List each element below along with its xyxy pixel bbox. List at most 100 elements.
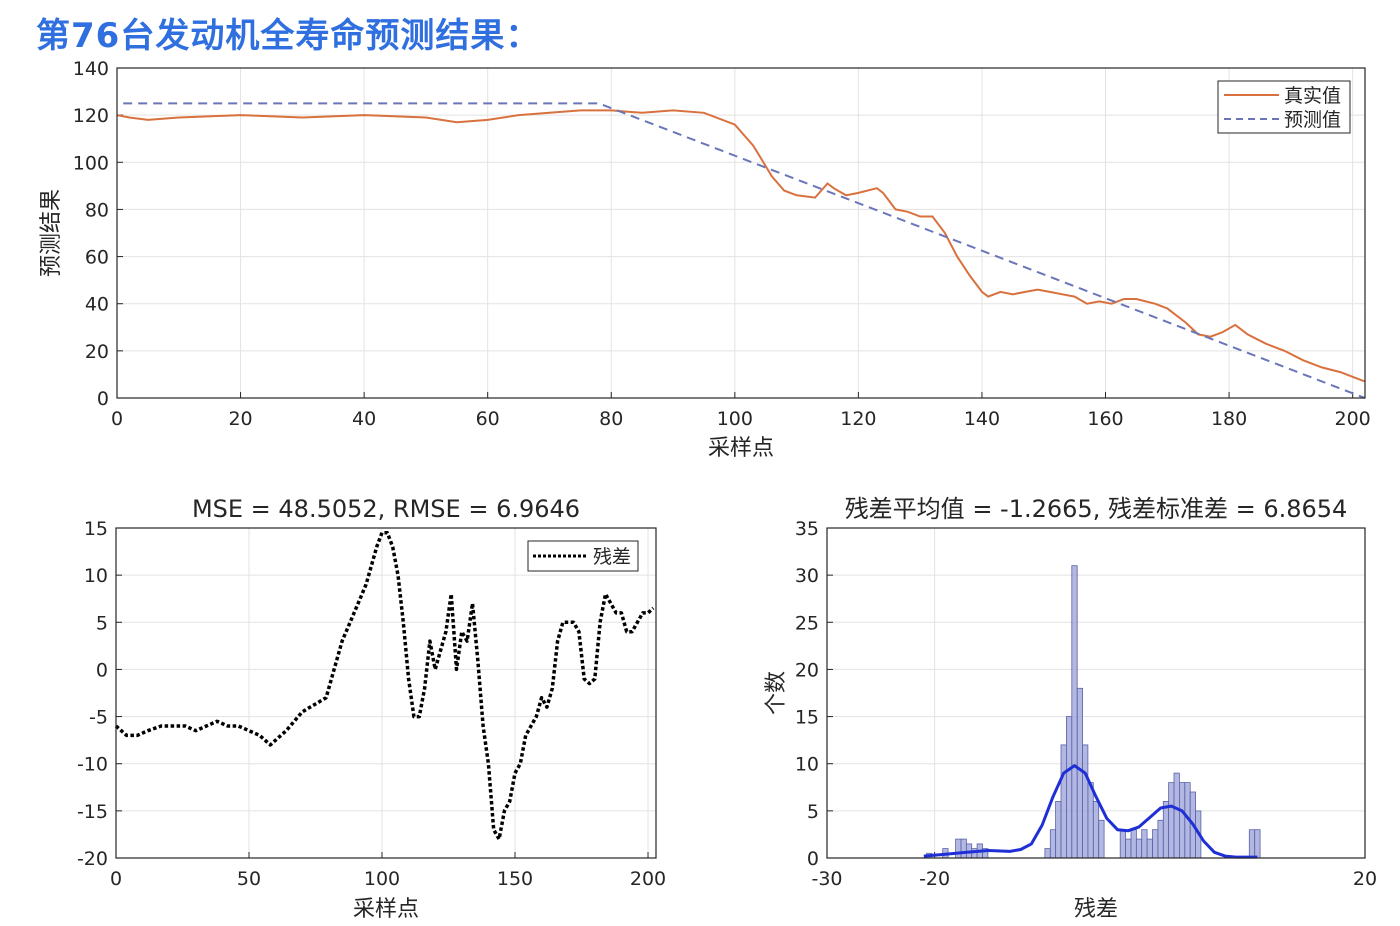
top-xtick-label: 40 [352, 408, 376, 430]
histogram-bar [1130, 829, 1137, 859]
bl-xtick-label: 200 [630, 868, 666, 890]
histogram-bar [1092, 801, 1100, 859]
bl-xtick-label: 100 [364, 868, 400, 890]
br-ytick-label: 5 [807, 801, 819, 823]
br-ytick-label: 20 [795, 659, 819, 681]
br-tick-labels: -30 -20 20 0 5 10 15 20 25 30 35 [795, 518, 1377, 890]
br-ylabel: 个数 [764, 671, 789, 715]
top-legend-box [1217, 80, 1351, 134]
histogram-bar [1055, 801, 1062, 859]
bl-ytick-label: 0 [96, 659, 108, 681]
top-xtick-label: 160 [1087, 408, 1123, 430]
br-title: 残差平均值 = -1.2665, 残差标准差 = 6.8654 [845, 495, 1348, 523]
top-xtick-label: 120 [840, 408, 876, 430]
top-ytick-label: 80 [85, 199, 109, 221]
br-xtick-label: -20 [919, 868, 950, 890]
histogram-bar [1146, 838, 1153, 859]
page-title: 第76台发动机全寿命预测结果： [36, 16, 541, 56]
histogram-bar [1076, 687, 1083, 859]
histogram-bar [1157, 819, 1164, 859]
top-xtick-label: 140 [964, 408, 1000, 430]
top-ytick-label: 20 [85, 341, 109, 363]
histogram-bar [955, 838, 962, 859]
br-ytick-label: 35 [795, 518, 819, 540]
residual-histogram: -30 -20 20 0 5 10 15 20 25 30 35 残差平均值 = -1.2665, … [764, 495, 1377, 922]
top-ylabel: 预测结果 [39, 189, 64, 277]
top-series [116, 102, 1366, 399]
histogram-bar [1125, 838, 1132, 859]
br-ytick-label: 30 [795, 565, 819, 587]
predicted-value-line [123, 102, 1366, 399]
bl-xtick-label: 150 [497, 868, 533, 890]
histogram-bar [1152, 829, 1159, 859]
bl-ytick-label: 10 [84, 565, 108, 587]
top-xtick-label: 100 [717, 408, 753, 430]
br-bars [926, 565, 1261, 859]
top-ytick-label: 120 [73, 105, 109, 127]
br-ytick-label: 25 [795, 612, 819, 634]
histogram-bar [1044, 848, 1051, 859]
histogram-bar [1060, 744, 1067, 859]
histogram-bar [1066, 716, 1073, 859]
top-ytick-label: 140 [73, 58, 109, 80]
bl-ytick-label: -15 [77, 801, 108, 823]
bl-legend: 残差 [527, 540, 639, 572]
top-legend: 真实值 预测值 [1217, 80, 1351, 134]
br-ytick-label: 10 [795, 754, 819, 776]
bl-title: MSE = 48.5052, RMSE = 6.9646 [192, 495, 580, 523]
histogram-bar [1179, 782, 1186, 859]
bl-tick-labels: 0 50 100 150 200 -20 -15 -10 -5 0 5 10 15 [77, 518, 666, 890]
density-fit-curve [923, 764, 1258, 859]
top-xtick-label: 200 [1335, 408, 1371, 430]
residual-line-chart: 0 50 100 150 200 -20 -15 -10 -5 0 5 10 15 MSE = 48.5… [77, 495, 666, 922]
bl-ytick-label: 15 [84, 518, 108, 540]
histogram-bar [1135, 838, 1143, 859]
histogram-bar [960, 838, 967, 859]
br-xtick-label: -30 [811, 868, 842, 890]
top-ytick-label: 60 [85, 247, 109, 269]
top-chart: 0 20 40 60 80 100 120 140 160 180 200 0 20 40 60 80 100 1… [39, 58, 1371, 461]
histogram-bar [1119, 829, 1126, 859]
bl-xtick-label: 0 [110, 868, 122, 890]
histogram-bar [1082, 744, 1089, 859]
histogram-bar [1162, 801, 1170, 859]
histogram-bar [1168, 782, 1175, 859]
top-xtick-label: 0 [111, 408, 123, 430]
histogram-bar [1098, 819, 1105, 859]
top-tick-labels: 0 20 40 60 80 100 120 140 160 180 200 0 20 40 60 80 100 1… [73, 58, 1371, 430]
bl-ytick-label: -20 [77, 848, 108, 870]
histogram-bar [1173, 772, 1180, 859]
bl-ytick-label: 5 [96, 612, 108, 634]
br-xlabel: 残差 [1074, 897, 1118, 922]
legend-label-true: 真实值 [1284, 85, 1341, 107]
br-fit-curve [923, 764, 1258, 859]
top-plot-frame [116, 67, 1366, 399]
bl-plot-area [116, 528, 656, 858]
top-xtick-label: 60 [476, 408, 500, 430]
legend-label-pred: 预测值 [1284, 109, 1341, 131]
bl-plot-frame [115, 527, 657, 859]
top-ytick-label: 40 [85, 294, 109, 316]
bl-series [114, 530, 655, 841]
top-xtick-label: 20 [228, 408, 252, 430]
top-xtick-label: 180 [1211, 408, 1247, 430]
histogram-bar [1087, 782, 1094, 859]
top-xtick-label: 80 [599, 408, 623, 430]
bl-ytick-label: -10 [77, 754, 108, 776]
br-ytick-label: 0 [807, 848, 819, 870]
bl-ytick-label: -5 [89, 707, 108, 729]
br-ytick-label: 15 [795, 707, 819, 729]
true-value-line [116, 109, 1366, 383]
histogram-bar [1141, 829, 1148, 859]
top-ytick-label: 0 [97, 388, 109, 410]
histogram-bar [1248, 829, 1256, 859]
br-xtick-label: 20 [1353, 868, 1377, 890]
top-ytick-label: 100 [73, 152, 109, 174]
bl-xlabel: 采样点 [353, 897, 419, 922]
histogram-bar [1049, 829, 1057, 859]
bl-xtick-label: 50 [237, 868, 261, 890]
top-plot-area [117, 68, 1365, 398]
top-xlabel: 采样点 [708, 436, 774, 461]
histogram-bar [1254, 829, 1261, 859]
